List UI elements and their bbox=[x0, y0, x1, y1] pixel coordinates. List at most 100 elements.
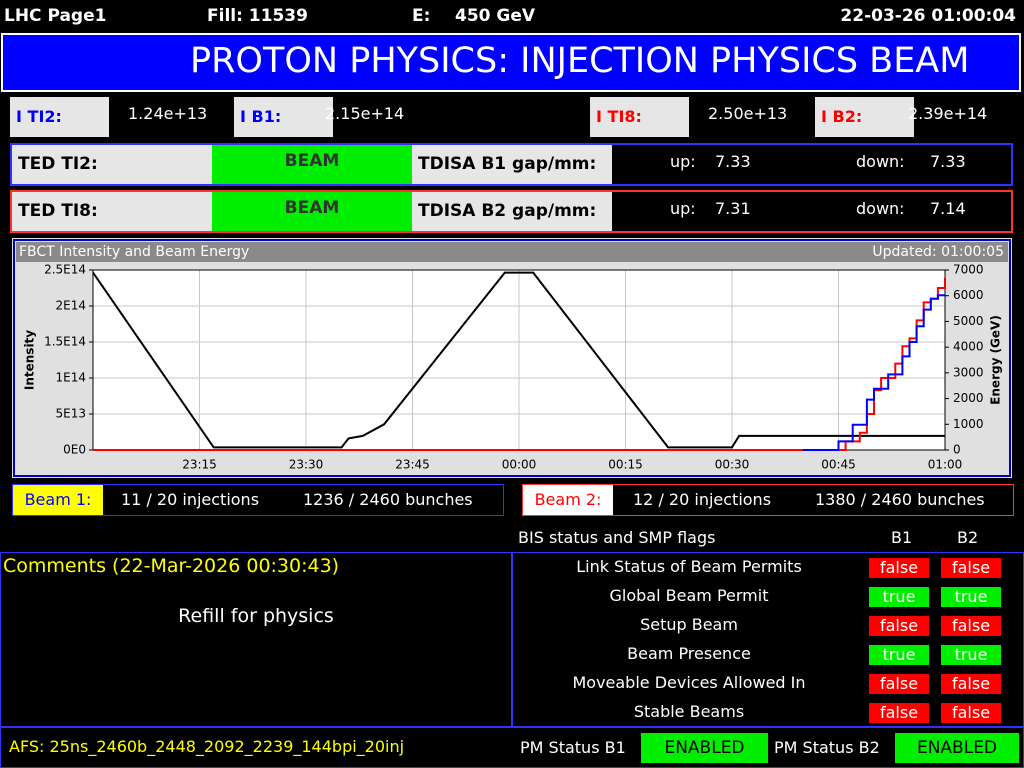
intensity-value: 2.50e+13 bbox=[708, 104, 788, 123]
flag-name: Global Beam Permit bbox=[609, 586, 769, 605]
timestamp: 22-03-26 01:00:04 bbox=[840, 6, 1016, 26]
intensity-value: 1.24e+13 bbox=[128, 104, 208, 123]
intensity-label: I TI8: bbox=[590, 97, 689, 137]
intensity-label: I B2: bbox=[815, 97, 914, 137]
down-value: 7.33 bbox=[930, 152, 966, 171]
intensity-value: 2.39e+14 bbox=[908, 104, 988, 123]
flag-value: true bbox=[869, 587, 929, 607]
flag-value: false bbox=[941, 616, 1001, 636]
y2-tick-label: 3000 bbox=[953, 365, 984, 379]
beam-1-panel: Beam 1: 11 / 20 injections 1236 / 2460 b… bbox=[12, 484, 504, 516]
chart-frame bbox=[13, 239, 1011, 477]
series-line bbox=[92, 271, 945, 449]
up-value: 7.31 bbox=[715, 199, 751, 218]
flags-panel: Link Status of Beam Permits false false Glo… bbox=[512, 552, 1024, 727]
beam-injections: 11 / 20 injections bbox=[121, 490, 260, 509]
flag-name: Moveable Devices Allowed In bbox=[572, 673, 806, 692]
y-tick-label: 2.5E14 bbox=[44, 263, 86, 277]
chart: FBCT Intensity and Beam Energy Updated: … bbox=[12, 238, 1012, 478]
banner-text: PROTON PHYSICS: INJECTION PHYSICS BEAM bbox=[190, 41, 970, 81]
beam-label: Beam 1: bbox=[13, 485, 103, 515]
flag-value: false bbox=[941, 674, 1001, 694]
y-tick-label: 1.5E14 bbox=[44, 335, 86, 349]
pm-value: ENABLED bbox=[641, 733, 768, 763]
down-label: down: bbox=[856, 199, 905, 218]
flag-value: false bbox=[941, 558, 1001, 578]
flag-value: true bbox=[869, 645, 929, 665]
ted-state: BEAM bbox=[212, 192, 412, 231]
y-tick-label: 2E14 bbox=[56, 299, 87, 313]
comments-text: Refill for physics bbox=[178, 605, 334, 627]
chart-header bbox=[16, 242, 1008, 262]
beam-2-panel: Beam 2: 12 / 20 injections 1380 / 2460 b… bbox=[522, 484, 1014, 516]
chart-updated: Updated: 01:00:05 bbox=[872, 244, 1004, 260]
chart-title: FBCT Intensity and Beam Energy bbox=[19, 244, 249, 260]
ted-row: TED TI8: BEAM TDISA B2 gap/mm: up: 7.31 … bbox=[10, 190, 1013, 233]
ted-label: TED TI8: bbox=[12, 192, 212, 231]
flags-column: B1 bbox=[891, 528, 913, 547]
intensity-value: 2.15e+14 bbox=[325, 104, 405, 123]
intensity-label: I TI2: bbox=[10, 97, 109, 137]
beam-label: Beam 2: bbox=[523, 485, 613, 515]
down-label: down: bbox=[856, 152, 905, 171]
flag-value: false bbox=[869, 558, 929, 578]
flag-value: false bbox=[869, 616, 929, 636]
pm-label: PM Status B1 bbox=[520, 738, 626, 757]
pm-label: PM Status B2 bbox=[774, 738, 880, 757]
ted-label: TED TI2: bbox=[12, 145, 212, 184]
y2-tick-label: 0 bbox=[953, 443, 961, 457]
flag-name: Setup Beam bbox=[640, 615, 738, 634]
up-label: up: bbox=[670, 199, 696, 218]
beam-bunches: 1236 / 2460 bunches bbox=[303, 490, 473, 509]
x-tick-label: 23:30 bbox=[289, 458, 324, 472]
x-tick-label: 00:30 bbox=[715, 458, 750, 472]
x-tick-label: 23:45 bbox=[395, 458, 430, 472]
y2-tick-label: 1000 bbox=[953, 417, 984, 431]
flags-column: B2 bbox=[957, 528, 979, 547]
ted-row: TED TI2: BEAM TDISA B1 gap/mm: up: 7.33 … bbox=[10, 143, 1013, 186]
energy-label: E: bbox=[412, 6, 431, 26]
flag-value: true bbox=[941, 645, 1001, 665]
up-label: up: bbox=[670, 152, 696, 171]
y-axis-label: Intensity bbox=[23, 330, 37, 390]
up-value: 7.33 bbox=[715, 152, 751, 171]
footer: AFS: 25ns_2460b_2448_2092_2239_144bpi_20… bbox=[0, 727, 1024, 768]
x-tick-label: 00:00 bbox=[502, 458, 537, 472]
fill: Fill: 11539 bbox=[207, 6, 308, 26]
x-tick-label: 00:15 bbox=[608, 458, 643, 472]
series-line bbox=[803, 294, 945, 451]
x-tick-label: 00:45 bbox=[821, 458, 856, 472]
flags-title: BIS status and SMP flags bbox=[518, 528, 716, 547]
y2-tick-label: 4000 bbox=[953, 340, 984, 354]
flag-name: Stable Beams bbox=[633, 702, 745, 721]
intensity-label: I B1: bbox=[234, 97, 333, 137]
flag-name: Link Status of Beam Permits bbox=[576, 557, 802, 576]
flag-value: false bbox=[869, 674, 929, 694]
energy: 450 GeV bbox=[455, 6, 536, 26]
y2-axis-label: Energy (GeV) bbox=[989, 315, 1003, 405]
y-tick-label: 5E13 bbox=[56, 407, 87, 421]
flag-name: Beam Presence bbox=[627, 644, 751, 663]
y2-tick-label: 5000 bbox=[953, 314, 984, 328]
x-tick-label: 23:15 bbox=[182, 458, 217, 472]
x-tick-label: 01:00 bbox=[928, 458, 963, 472]
beam-injections: 12 / 20 injections bbox=[633, 490, 772, 509]
tdisa-label: TDISA B1 gap/mm: bbox=[412, 145, 612, 184]
pm-value: ENABLED bbox=[895, 733, 1019, 763]
banner: PROTON PHYSICS: INJECTION PHYSICS BEAM bbox=[1, 33, 1021, 92]
y2-tick-label: 7000 bbox=[953, 263, 984, 277]
y2-tick-label: 2000 bbox=[953, 391, 984, 405]
y2-tick-label: 6000 bbox=[953, 288, 984, 302]
beam-bunches: 1380 / 2460 bunches bbox=[815, 490, 985, 509]
y-tick-label: 1E14 bbox=[56, 371, 87, 385]
flag-value: false bbox=[941, 703, 1001, 723]
comments-title: Comments (22-Mar-2026 00:30:43) bbox=[3, 555, 340, 577]
down-value: 7.14 bbox=[930, 199, 966, 218]
comments-panel: Comments (22-Mar-2026 00:30:43) Refill f… bbox=[0, 552, 512, 727]
page-name: LHC Page1 bbox=[4, 6, 107, 26]
flag-value: true bbox=[941, 587, 1001, 607]
flag-value: false bbox=[869, 703, 929, 723]
ted-state: BEAM bbox=[212, 145, 412, 184]
